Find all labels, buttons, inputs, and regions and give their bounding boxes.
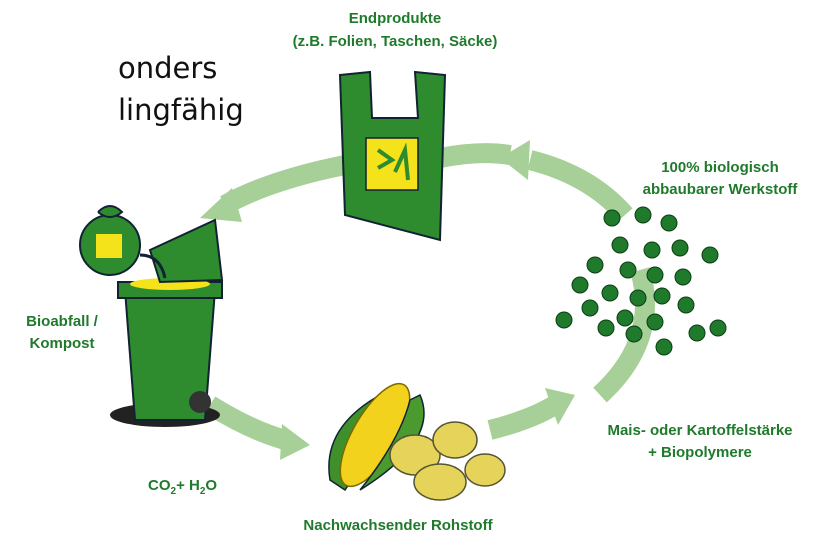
label: Bioabfall / xyxy=(26,313,99,330)
label: abbaubarer Werkstoff xyxy=(643,181,799,198)
arrow xyxy=(210,405,285,440)
label: Endprodukte xyxy=(349,10,442,27)
side-text: lingfähig xyxy=(118,93,244,127)
bin-icon xyxy=(80,206,222,427)
label: 100% biologisch xyxy=(661,159,779,176)
arrow xyxy=(490,405,555,430)
arrow xyxy=(440,153,510,158)
label-part: + H xyxy=(176,477,200,494)
bag-icon xyxy=(340,72,445,240)
label: Kompost xyxy=(30,335,95,352)
corn-potatoes xyxy=(327,374,505,500)
label: Mais- oder Kartoffelstärke xyxy=(607,422,792,439)
label-part: O xyxy=(205,477,217,494)
label: + Biopolymere xyxy=(648,444,752,461)
side-text: onders xyxy=(118,51,217,85)
arrow-head xyxy=(280,424,310,460)
label-part: CO xyxy=(148,477,171,494)
arrow xyxy=(225,165,345,205)
label: (z.B. Folien, Taschen, Säcke) xyxy=(293,33,498,50)
label: Nachwachsender Rohstoff xyxy=(303,517,493,534)
diagram: onders lingfähig xyxy=(0,0,827,537)
label: CO2+ H2O xyxy=(148,477,217,497)
arrow xyxy=(530,160,625,215)
